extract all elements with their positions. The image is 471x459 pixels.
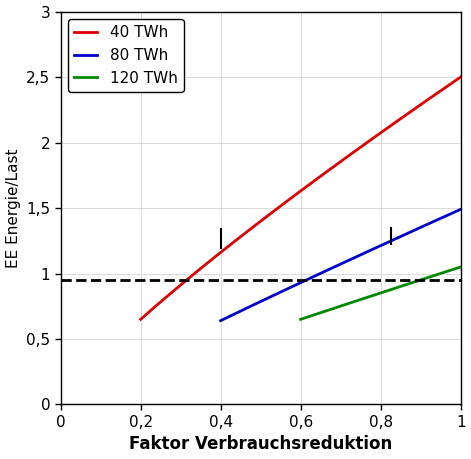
- Line: 120 TWh: 120 TWh: [300, 267, 461, 319]
- 80 TWh: [458, 207, 463, 212]
- Legend: 40 TWh, 80 TWh, 120 TWh: 40 TWh, 80 TWh, 120 TWh: [68, 19, 184, 92]
- 120 TWh: [433, 272, 439, 278]
- 80 TWh: [218, 318, 223, 324]
- 40 TWh: [458, 74, 463, 80]
- 120 TWh: [393, 285, 399, 291]
- 40 TWh: [328, 166, 334, 171]
- 40 TWh: [407, 109, 413, 115]
- 120 TWh: [298, 317, 303, 322]
- Line: 80 TWh: 80 TWh: [220, 209, 461, 321]
- 80 TWh: [420, 224, 426, 229]
- 80 TWh: [361, 251, 366, 256]
- 80 TWh: [365, 249, 370, 254]
- X-axis label: Faktor Verbrauchsreduktion: Faktor Verbrauchsreduktion: [129, 436, 392, 453]
- 120 TWh: [392, 285, 398, 291]
- 40 TWh: [138, 317, 144, 322]
- Line: 40 TWh: 40 TWh: [141, 77, 461, 319]
- 120 TWh: [443, 269, 448, 274]
- 120 TWh: [458, 264, 463, 270]
- 40 TWh: [327, 167, 333, 172]
- 40 TWh: [428, 95, 433, 101]
- 40 TWh: [139, 316, 145, 321]
- 80 TWh: [219, 318, 224, 323]
- 80 TWh: [435, 217, 441, 222]
- 40 TWh: [333, 162, 339, 168]
- 80 TWh: [360, 251, 365, 257]
- 120 TWh: [396, 284, 401, 290]
- Y-axis label: EE Energie/Last: EE Energie/Last: [6, 148, 21, 268]
- 120 TWh: [298, 316, 304, 322]
